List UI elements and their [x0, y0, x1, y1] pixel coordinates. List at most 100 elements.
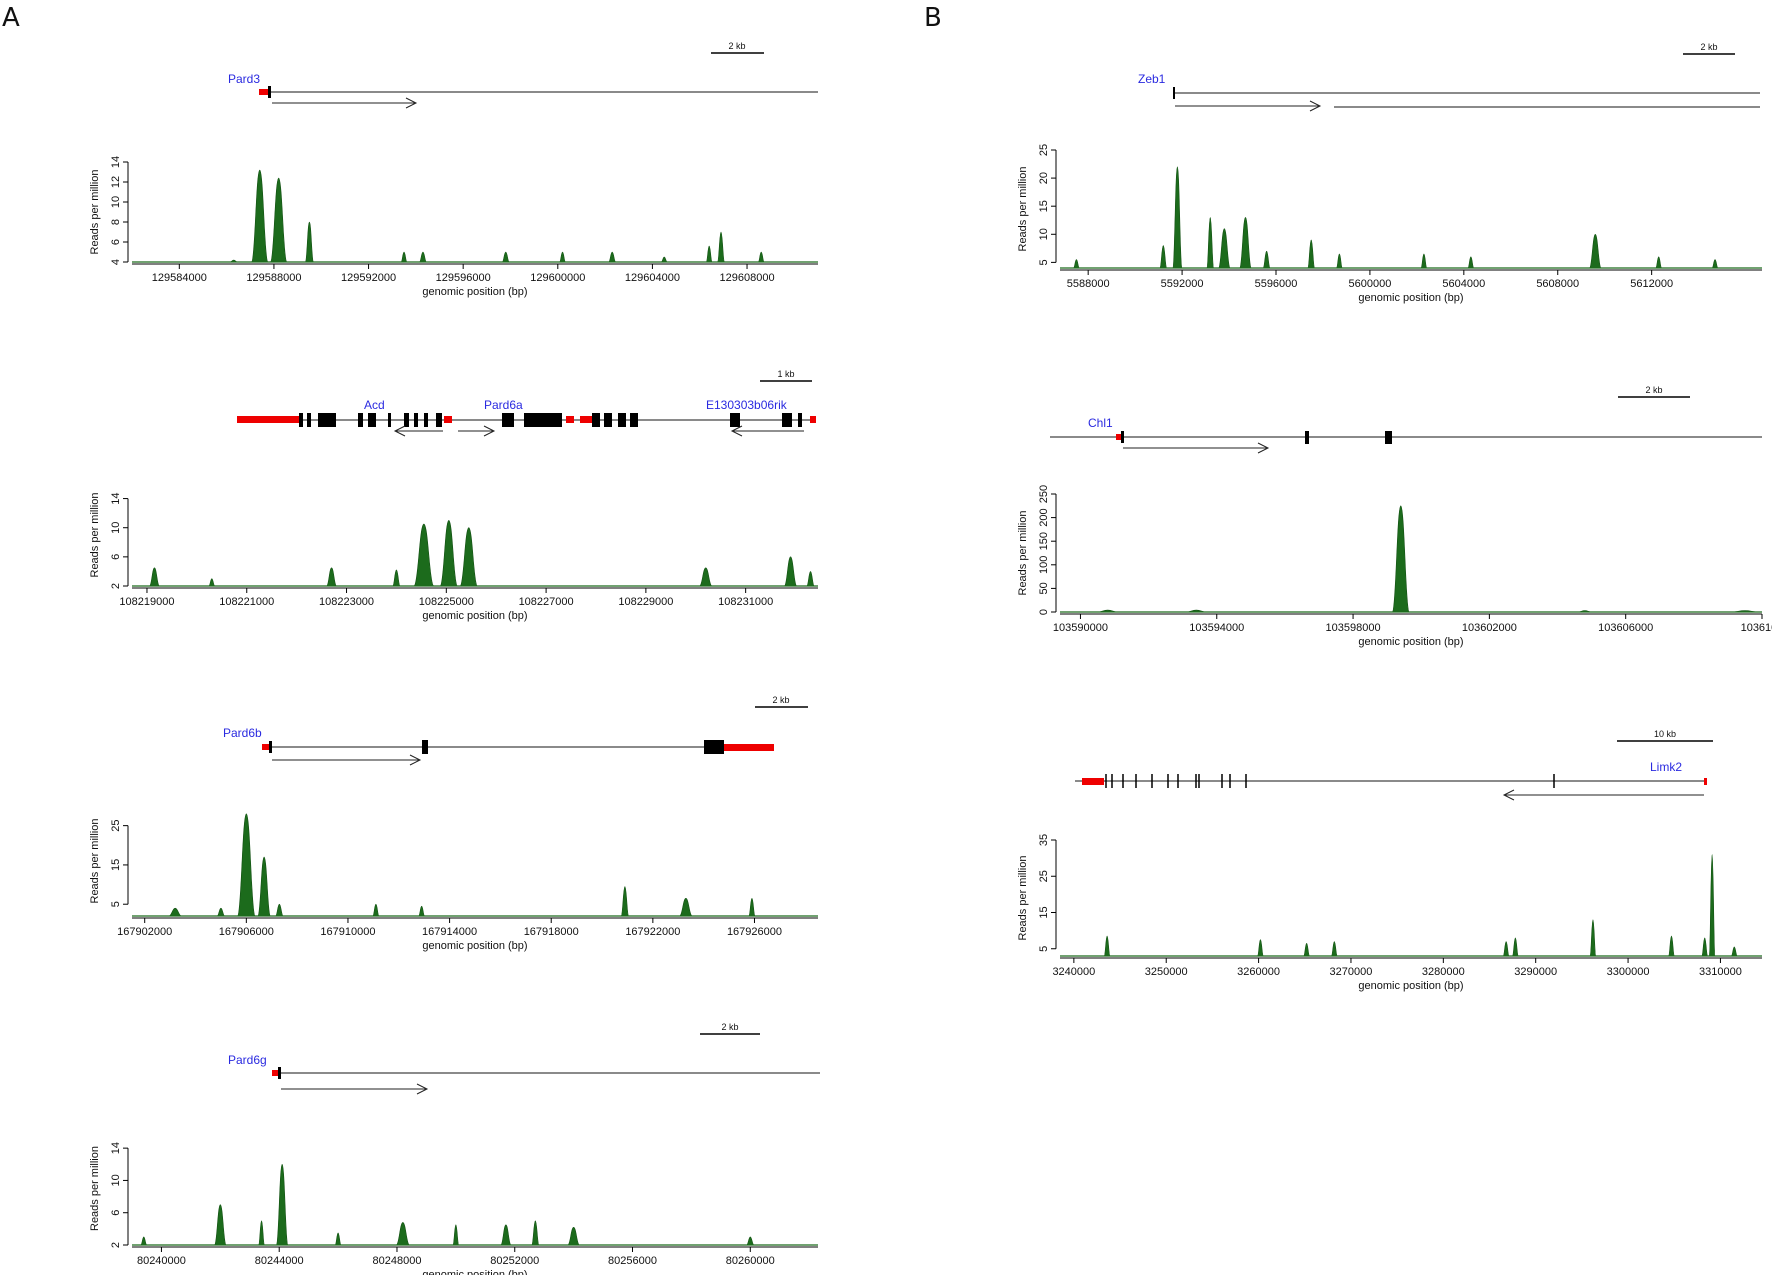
coverage-plot-pard6b: 167902000 167906000 167910000 167914000 1679… — [89, 813, 818, 952]
scale-bar-label: 10 kb — [1654, 729, 1676, 739]
x-axis-label: genomic position (bp) — [422, 1269, 527, 1275]
exon-ticks — [1105, 774, 1555, 788]
x-tick-label: 129584000 — [152, 272, 207, 284]
coverage-peak — [251, 169, 269, 263]
x-tick-label: 1036100 — [1741, 622, 1772, 634]
track-limk2: 10 kb Limk2 — [1075, 729, 1713, 801]
coverage-peak — [1655, 256, 1662, 269]
x-tick-label: 167922000 — [625, 926, 680, 938]
x-tick-label: 3290000 — [1514, 966, 1557, 978]
gene-label-limk2: Limk2 — [1650, 760, 1682, 774]
exon-block — [1385, 431, 1392, 444]
x-tick-label: 167910000 — [320, 926, 375, 938]
scale-bar-label: 2 kb — [1645, 385, 1662, 395]
x-tick-label: 5608000 — [1536, 278, 1579, 290]
exon-block — [318, 413, 336, 427]
utr-block — [262, 744, 270, 750]
utr-block — [724, 744, 774, 751]
y-tick-label: 15 — [1038, 906, 1050, 918]
coverage-peak — [168, 907, 182, 917]
strand-arrow-head — [393, 425, 406, 437]
exon-block — [730, 413, 740, 427]
gene-label-pard6b: Pard6b — [223, 726, 262, 740]
exon-block — [1305, 431, 1309, 444]
scale-bar-label: 2 kb — [1700, 42, 1717, 52]
x-tick-label: 3260000 — [1237, 966, 1280, 978]
coverage-peak — [1589, 233, 1602, 269]
y-tick-label: 10 — [1038, 228, 1050, 240]
exon-block — [307, 413, 311, 427]
coverage-peak — [1206, 217, 1215, 269]
strand-arrow-head — [416, 1083, 429, 1095]
strand-arrow-head — [1257, 442, 1270, 454]
y-tick-label: 50 — [1038, 582, 1050, 594]
y-tick-label: 10 — [110, 522, 122, 534]
track-pard3: 2 kb Pard3 — [228, 41, 818, 109]
coverage-plot-pard6g: 80240000 80244000 80248000 80252000 80256000… — [89, 1142, 818, 1275]
x-tick-label: 80256000 — [608, 1255, 657, 1267]
scale-bar-label: 2 kb — [728, 41, 745, 51]
x-tick-label: 103602000 — [1462, 622, 1517, 634]
x-tick-label: 129608000 — [720, 272, 775, 284]
gene-label-pard3: Pard3 — [228, 72, 260, 86]
exon-block — [592, 413, 600, 427]
x-tick-label: 108219000 — [119, 596, 174, 608]
utr-block — [566, 416, 574, 423]
x-axis-label: genomic position (bp) — [1358, 980, 1463, 992]
track-pard6a: 1 kb Acd Pard6a E130303b06rik — [237, 369, 816, 437]
coverage-peak — [275, 903, 284, 917]
y-tick-label: 14 — [110, 1142, 122, 1154]
x-tick-label: 3240000 — [1052, 966, 1095, 978]
coverage-peak — [208, 578, 215, 587]
x-axis-label: genomic position (bp) — [422, 940, 527, 952]
coverage-peak — [1701, 937, 1709, 957]
coverage-peak — [275, 1163, 289, 1246]
y-tick-label: 12 — [110, 176, 122, 188]
utr-block — [810, 416, 816, 423]
exon-block — [422, 740, 428, 754]
coverage-peak — [608, 251, 617, 263]
y-axis-label: Reads per million — [89, 819, 101, 904]
coverage-peak — [326, 567, 337, 587]
gene-label-e130303b06rik: E130303b06rik — [706, 398, 788, 412]
coverage-peak — [1467, 256, 1475, 269]
coverage-peak — [1159, 245, 1168, 269]
x-tick-label: 129604000 — [625, 272, 680, 284]
x-tick-label: 5612000 — [1630, 278, 1673, 290]
x-tick-label: 108223000 — [319, 596, 374, 608]
coverage-peak — [784, 556, 798, 587]
x-tick-label: 5596000 — [1255, 278, 1298, 290]
coverage-peak — [419, 251, 427, 263]
y-tick-label: 8 — [110, 219, 122, 225]
coverage-peak — [1512, 937, 1519, 957]
exon-block — [630, 413, 638, 427]
x-axis-label: genomic position (bp) — [422, 286, 527, 298]
coverage-peak — [418, 905, 425, 917]
coverage-peak — [501, 251, 510, 263]
x-tick-label: 103598000 — [1326, 622, 1381, 634]
x-tick-label: 5604000 — [1442, 278, 1485, 290]
y-tick-label: 6 — [110, 239, 122, 245]
y-tick-label: 5 — [1038, 259, 1050, 265]
x-tick-label: 103606000 — [1598, 622, 1653, 634]
exon-block — [798, 413, 802, 427]
exon-block — [704, 740, 724, 754]
exon-block — [604, 413, 612, 427]
coverage-peak — [270, 177, 288, 263]
coverage-peak — [334, 1232, 342, 1246]
scale-bar-label: 2 kb — [721, 1022, 738, 1032]
coverage-plot-zeb1: 5588000 5592000 5596000 5600000 5604000 56080… — [1017, 144, 1762, 304]
coverage-plot-pard3: 129584000 129588000 129592000 129596000 1296… — [89, 156, 818, 298]
utr-block — [580, 416, 592, 423]
x-tick-label: 3300000 — [1607, 966, 1650, 978]
x-tick-label: 167926000 — [727, 926, 782, 938]
coverage-plot-pard6a: 108219000 108221000 108223000 108225000 1082… — [89, 492, 818, 622]
x-tick-label: 5600000 — [1348, 278, 1391, 290]
coverage-peak — [1303, 943, 1310, 957]
x-tick-label: 108227000 — [519, 596, 574, 608]
coverage-peak — [413, 523, 435, 587]
y-tick-label: 100 — [1038, 556, 1050, 574]
coverage-peak — [1708, 854, 1716, 957]
y-tick-label: 2 — [110, 1242, 122, 1248]
